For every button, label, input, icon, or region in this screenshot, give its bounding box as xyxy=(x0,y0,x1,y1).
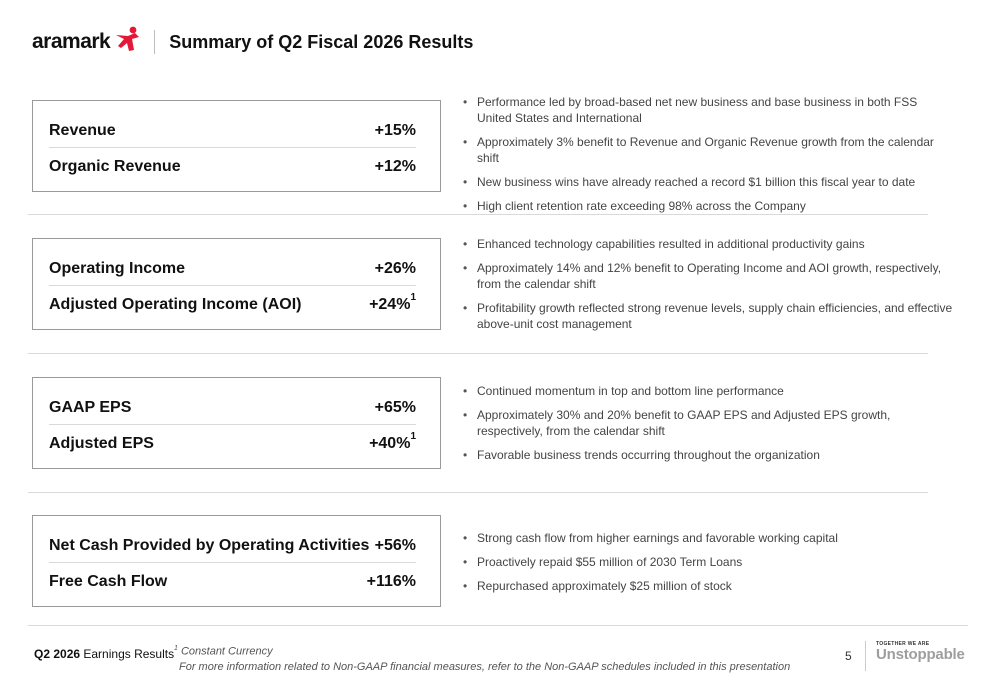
star-person-icon xyxy=(116,26,140,51)
page-number: 5 xyxy=(845,649,852,663)
metric-label: Operating Income xyxy=(49,260,186,277)
section-divider xyxy=(28,492,928,493)
metrics-box-eps: GAAP EPS +65% Adjusted EPS +40%1 xyxy=(32,377,441,469)
metrics-box-cash-flow: Net Cash Provided by Operating Activitie… xyxy=(32,515,441,607)
bullet-item: Repurchased approximately $25 million of… xyxy=(462,578,954,594)
footnote: 1 Constant Currency For more information… xyxy=(174,645,791,673)
metric-value: +24%1 xyxy=(369,292,416,313)
tagline-small: TOGETHER WE ARE xyxy=(876,641,930,647)
bullet-item: Continued momentum in top and bottom lin… xyxy=(462,383,954,399)
aramark-logo: aramark xyxy=(32,26,142,54)
footer-divider xyxy=(28,625,968,626)
bullet-item: Approximately 30% and 20% benefit to GAA… xyxy=(462,407,954,439)
bullet-item: Strong cash flow from higher earnings an… xyxy=(462,530,954,546)
metric-label: GAAP EPS xyxy=(49,399,132,416)
metric-value: +15% xyxy=(374,122,416,139)
bullet-list-revenue: Performance led by broad-based net new b… xyxy=(462,94,954,222)
section-divider xyxy=(28,353,928,354)
metric-value: +56% xyxy=(374,537,416,554)
page-title: Summary of Q2 Fiscal 2026 Results xyxy=(169,31,474,52)
metric-value: +116% xyxy=(366,573,416,590)
bullet-item: Proactively repaid $55 million of 2030 T… xyxy=(462,554,954,570)
metric-label: Adjusted EPS xyxy=(49,435,154,452)
footnote-marker: 1 xyxy=(410,431,416,442)
footnote-number: 1 xyxy=(174,645,178,652)
tagline-logo: TOGETHER WE ARE Unstoppable xyxy=(876,641,965,663)
bullet-item: Favorable business trends occurring thro… xyxy=(462,447,954,463)
metric-row: Adjusted Operating Income (AOI) +24%1 xyxy=(49,287,416,323)
bullet-item: New business wins have already reached a… xyxy=(462,174,954,190)
metric-label: Net Cash Provided by Operating Activitie… xyxy=(49,537,370,554)
bullet-list-cash-flow: Strong cash flow from higher earnings an… xyxy=(462,530,954,602)
metric-label: Revenue xyxy=(49,122,116,139)
metric-row: Operating Income +26% xyxy=(49,251,416,287)
metric-label: Free Cash Flow xyxy=(49,573,168,590)
metric-row: Revenue +15% xyxy=(49,113,416,149)
metric-value: +40%1 xyxy=(369,431,416,452)
section-divider xyxy=(28,214,928,215)
metric-row: Free Cash Flow +116% xyxy=(49,564,416,600)
footnote-marker: 1 xyxy=(410,292,416,303)
metric-value: +26% xyxy=(374,260,416,277)
metric-row: GAAP EPS +65% xyxy=(49,390,416,426)
metrics-box-revenue: Revenue +15% Organic Revenue +12% xyxy=(32,100,441,192)
row-divider xyxy=(49,147,416,148)
metric-row: Adjusted EPS +40%1 xyxy=(49,426,416,462)
metric-row: Net Cash Provided by Operating Activitie… xyxy=(49,528,416,564)
bullet-list-operating-income: Enhanced technology capabilities resulte… xyxy=(462,236,954,340)
metrics-box-operating-income: Operating Income +26% Adjusted Operating… xyxy=(32,238,441,330)
earnings-label: Q2 2026 Earnings Results xyxy=(34,647,175,661)
row-divider xyxy=(49,424,416,425)
bullet-list-eps: Continued momentum in top and bottom lin… xyxy=(462,383,954,471)
bullet-item: Approximately 3% benefit to Revenue and … xyxy=(462,134,954,166)
slide-footer: Q2 2026 Earnings Results 1 Constant Curr… xyxy=(0,625,1000,685)
bullet-item: Enhanced technology capabilities resulte… xyxy=(462,236,954,252)
tagline-divider xyxy=(865,641,866,671)
logo-wordmark: aramark xyxy=(32,30,111,53)
bullet-item: Approximately 14% and 12% benefit to Ope… xyxy=(462,260,954,292)
metric-row: Organic Revenue +12% xyxy=(49,149,416,185)
slide-header: aramark Summary of Q2 Fiscal 2026 Result… xyxy=(32,22,473,62)
metric-value: +12% xyxy=(374,158,416,175)
bullet-item: High client retention rate exceeding 98%… xyxy=(462,198,954,214)
row-divider xyxy=(49,285,416,286)
metric-value: +65% xyxy=(374,399,416,416)
metric-label: Organic Revenue xyxy=(49,158,181,175)
row-divider xyxy=(49,562,416,563)
bullet-item: Profitability growth reflected strong re… xyxy=(462,300,954,332)
header-divider xyxy=(154,30,156,54)
metric-label: Adjusted Operating Income (AOI) xyxy=(49,296,302,313)
bullet-item: Performance led by broad-based net new b… xyxy=(462,94,954,126)
tagline-big: Unstoppable xyxy=(876,646,965,663)
